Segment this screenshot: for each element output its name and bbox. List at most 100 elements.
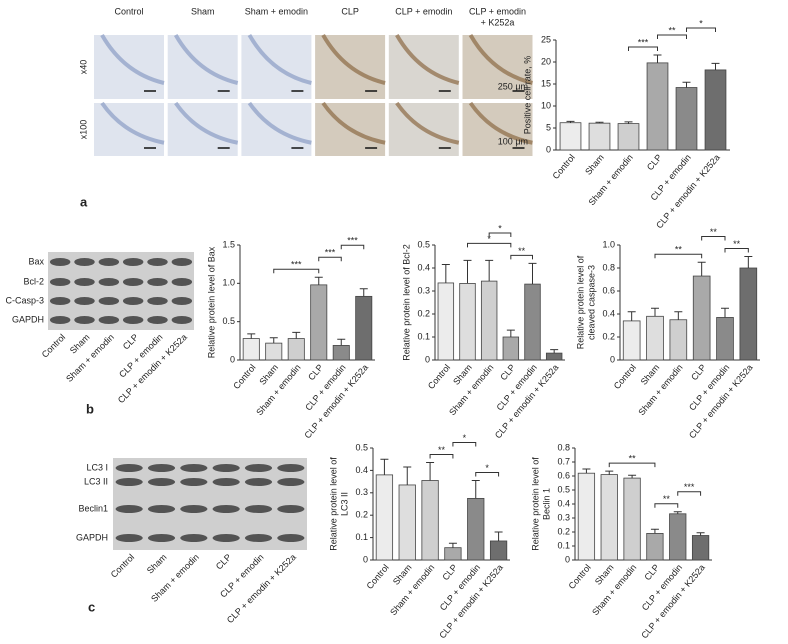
significance-label: **: [733, 239, 741, 249]
blot-band: [74, 297, 95, 305]
blot-band: [122, 258, 144, 266]
bar: [623, 477, 641, 561]
blot-band: [147, 464, 176, 472]
bar: [559, 122, 582, 151]
image-row-label: x100: [78, 120, 88, 140]
bar: [545, 352, 563, 361]
blot-band: [244, 478, 273, 486]
bar: [310, 284, 328, 361]
significance-bracket: [318, 256, 342, 262]
error-bar: [441, 264, 450, 283]
significance-bracket: [510, 254, 533, 260]
x-tick-label: CLP: [440, 562, 459, 582]
bar: [691, 535, 710, 561]
blot-band: [49, 278, 71, 286]
y-tick-label: 0: [610, 354, 615, 364]
blot-band: [147, 505, 176, 513]
significance-label: **: [668, 25, 676, 35]
significance-label: **: [438, 445, 446, 455]
tissue-layer: [247, 101, 312, 145]
significance-bracket: [657, 34, 687, 39]
significance-label: *: [498, 223, 502, 233]
bar: [467, 497, 485, 561]
blot-band: [98, 258, 120, 266]
bar: [524, 283, 541, 361]
x-tick-label: Sham + emodin: [636, 362, 684, 417]
bar: [600, 474, 618, 561]
error-bar: [696, 532, 705, 536]
blot-band: [180, 478, 208, 486]
y-axis-label: Positive cell rate, %: [522, 56, 532, 135]
error-bar: [721, 307, 729, 318]
significance-bracket: [724, 248, 749, 253]
significance-bracket: [608, 462, 656, 468]
y-tick-label: 0: [546, 144, 551, 154]
bar: [739, 267, 758, 361]
blot-band-label: LC3 II: [84, 476, 108, 486]
y-axis-label: Relative protein level of: [575, 255, 585, 349]
blot-band: [180, 534, 208, 542]
panel-letter: a: [80, 194, 88, 209]
blot-band: [122, 278, 144, 286]
blot-band: [115, 464, 143, 472]
y-axis-label: Relative protein level of: [530, 457, 540, 551]
error-bar: [566, 120, 575, 123]
error-bar: [550, 349, 559, 354]
y-tick-label: 0.5: [417, 239, 430, 249]
error-bar: [359, 288, 368, 297]
y-tick-label: 0.7: [557, 456, 570, 466]
blot-band: [49, 297, 71, 305]
image-column-label: Sham + emodin: [245, 6, 308, 16]
significance-bracket: [429, 454, 454, 459]
tissue-layer: [174, 101, 239, 145]
significance-bracket: [677, 491, 702, 496]
significance-label: ***: [291, 260, 302, 270]
error-bar: [697, 261, 706, 277]
error-bar: [674, 311, 683, 320]
blot-band: [147, 316, 168, 324]
bar: [704, 69, 727, 151]
x-tick-label: Sham + emodin: [388, 562, 436, 617]
significance-label: ***: [684, 482, 695, 492]
blot-band: [244, 464, 273, 472]
error-bar: [247, 333, 256, 339]
blot-band: [147, 534, 176, 542]
significance-label: *: [699, 18, 703, 28]
y-tick-label: 20: [541, 56, 551, 66]
error-bar: [528, 262, 537, 285]
tissue-layer: [247, 34, 312, 85]
bar: [332, 345, 350, 361]
blot-band: [180, 505, 208, 513]
y-tick-label: 0.4: [417, 262, 430, 272]
bar: [622, 320, 641, 361]
bar: [375, 474, 394, 561]
significance-bracket: [475, 471, 500, 477]
significance-label: ***: [325, 248, 336, 258]
error-bar: [471, 479, 480, 499]
y-tick-label: 15: [541, 78, 551, 88]
blot-band: [122, 297, 144, 305]
error-bar: [627, 311, 636, 321]
blot-band: [49, 316, 71, 324]
significance-bracket: [654, 503, 679, 508]
blot-band: [74, 316, 95, 324]
y-axis-label: Relative protein level of Bcl-2: [401, 244, 411, 361]
x-tick-label: Sham + emodin: [590, 562, 638, 617]
error-bar: [380, 458, 389, 475]
tissue-layer: [321, 34, 386, 85]
image-column-label: Control: [114, 6, 143, 16]
blot-band: [49, 258, 71, 266]
error-bar: [605, 470, 614, 475]
error-bar: [292, 331, 301, 339]
blot-band: [147, 278, 168, 286]
tissue-layer: [321, 101, 386, 145]
blot-band: [212, 464, 240, 472]
scale-bar-label: 100 μm: [498, 136, 528, 146]
blot-band-label: Beclin1: [78, 503, 108, 513]
error-bar: [337, 338, 346, 346]
tissue-layer: [395, 34, 460, 85]
blot-band: [74, 258, 95, 266]
blot-band: [277, 464, 305, 472]
y-axis-label: cleaved caspase-3: [586, 265, 596, 340]
